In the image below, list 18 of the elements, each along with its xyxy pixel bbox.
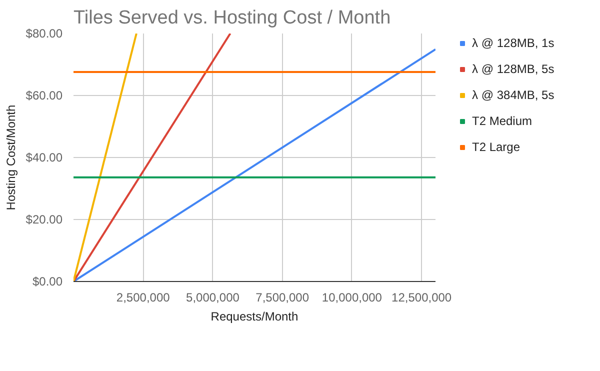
chart-title: Tiles Served vs. Hosting Cost / Month [74,8,391,28]
x-tick-label: 12,500,000 [392,290,452,304]
x-tick-label: 10,000,000 [322,290,382,304]
y-tick-label: $80.00 [26,26,63,40]
legend-label: λ @ 128MB, 5s [472,62,554,76]
x-tick-label: 7,500,000 [256,290,310,304]
legend-label: λ @ 128MB, 1s [472,36,554,50]
legend-label: T2 Large [472,140,520,154]
y-tick-label: $60.00 [26,88,63,102]
y-axis-title: Hosting Cost/Month [4,104,18,210]
legend-label: λ @ 384MB, 5s [472,88,554,102]
x-tick-label: 2,500,000 [116,290,170,304]
y-tick-label: $20.00 [26,212,63,226]
x-axis-title: Requests/Month [210,310,298,324]
x-tick-label: 5,000,000 [186,290,240,304]
legend-label: T2 Medium [472,114,532,128]
y-tick-label: $40.00 [26,150,63,164]
y-tick-label: $0.00 [32,274,63,288]
